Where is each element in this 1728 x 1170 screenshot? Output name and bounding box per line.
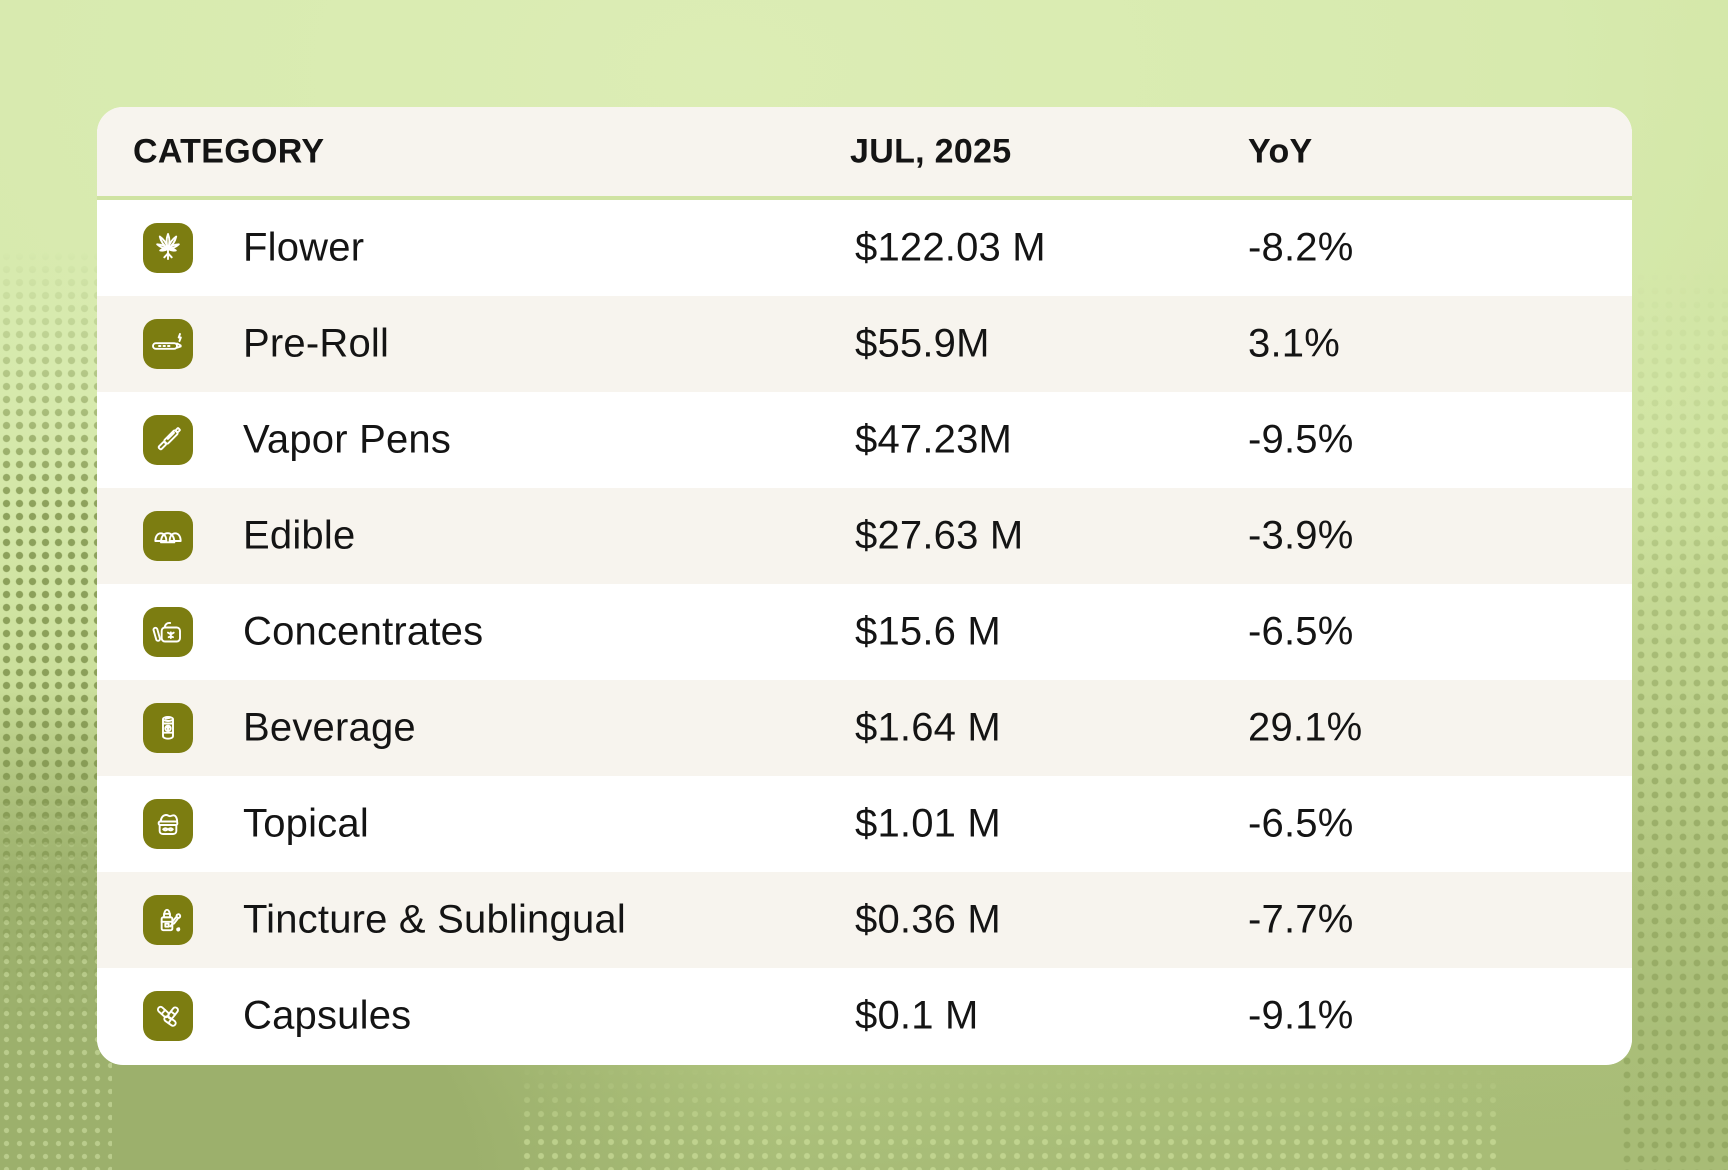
halftone-dots-left	[0, 250, 106, 1170]
sales-value: $1.64 M	[855, 705, 1001, 750]
category-label: Vapor Pens	[243, 417, 452, 462]
table-body: Flower $122.03 M -8.2% Pre-Roll $55.9M 3…	[97, 200, 1632, 1064]
yoy-value: 3.1%	[1248, 321, 1340, 366]
category-label: Pre-Roll	[243, 321, 390, 366]
column-header-category: CATEGORY	[133, 132, 325, 170]
capsules-icon	[143, 991, 193, 1041]
sales-value: $0.36 M	[855, 897, 1001, 942]
category-label: Flower	[243, 225, 365, 270]
yoy-value: -6.5%	[1248, 801, 1354, 846]
category-label: Capsules	[243, 993, 412, 1038]
beverage-icon	[143, 703, 193, 753]
sales-value: $55.9M	[855, 321, 990, 366]
sales-value: $0.1 M	[855, 993, 979, 1038]
halftone-dots-bottom	[520, 1065, 1500, 1170]
yoy-value: -9.5%	[1248, 417, 1354, 462]
column-header-month: JUL, 2025	[850, 132, 1012, 170]
yoy-value: -8.2%	[1248, 225, 1354, 270]
sales-value: $47.23M	[855, 417, 1013, 462]
sales-value: $1.01 M	[855, 801, 1001, 846]
halftone-dots-right	[1620, 270, 1728, 1170]
category-label: Edible	[243, 513, 356, 558]
table-row: Beverage $1.64 M 29.1%	[97, 680, 1632, 776]
table-row: Pre-Roll $55.9M 3.1%	[97, 296, 1632, 392]
sales-value: $15.6 M	[855, 609, 1001, 654]
yoy-value: -9.1%	[1248, 993, 1354, 1038]
sales-value: $27.63 M	[855, 513, 1024, 558]
table-row: Tincture & Sublingual $0.36 M -7.7%	[97, 872, 1632, 968]
category-label: Beverage	[243, 705, 416, 750]
topical-icon	[143, 799, 193, 849]
yoy-value: -3.9%	[1248, 513, 1354, 558]
column-header-yoy: YoY	[1248, 132, 1313, 170]
yoy-value: -6.5%	[1248, 609, 1354, 654]
yoy-value: -7.7%	[1248, 897, 1354, 942]
table-row: Capsules $0.1 M -9.1%	[97, 968, 1632, 1064]
table-row: Flower $122.03 M -8.2%	[97, 200, 1632, 296]
category-label: Topical	[243, 801, 369, 846]
table-row: Vapor Pens $47.23M -9.5%	[97, 392, 1632, 488]
table-row: Topical $1.01 M -6.5%	[97, 776, 1632, 872]
sales-value: $122.03 M	[855, 225, 1046, 270]
table-header-row: CATEGORY JUL, 2025 YoY	[97, 107, 1632, 200]
flower-icon	[143, 223, 193, 273]
preroll-icon	[143, 319, 193, 369]
table-row: Edible $27.63 M -3.9%	[97, 488, 1632, 584]
category-label: Concentrates	[243, 609, 484, 654]
category-label: Tincture & Sublingual	[243, 897, 626, 942]
vapor-pen-icon	[143, 415, 193, 465]
concentrates-icon	[143, 607, 193, 657]
table-row: Concentrates $15.6 M -6.5%	[97, 584, 1632, 680]
edible-icon	[143, 511, 193, 561]
tincture-icon	[143, 895, 193, 945]
category-sales-table-card: CATEGORY JUL, 2025 YoY Flower $122.03 M …	[97, 107, 1632, 1065]
halftone-dots-left-light	[0, 760, 112, 1170]
yoy-value: 29.1%	[1248, 705, 1363, 750]
